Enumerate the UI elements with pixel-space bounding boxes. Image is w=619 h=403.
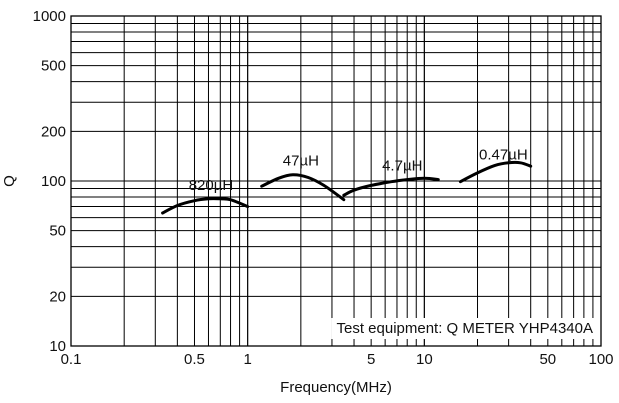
series-labels: 820µH 47µH 4.7µH 0.47µH [189,146,528,194]
x-tick-label: 0.1 [61,351,82,368]
x-tick-label: 50 [539,351,556,368]
series-curve [342,176,440,197]
series-label: 0.47µH [479,146,528,163]
test-equipment-note-background [331,318,598,339]
series-curve [161,197,250,215]
y-tick-labels: 10 20 50 100 200 500 1000 [33,8,66,355]
y-tick-label: 1000 [33,8,66,25]
y-axis-label: Q [1,175,18,187]
y-tick-label: 20 [49,288,66,305]
test-equipment-note: Test equipment: Q METER YHP4340A [336,320,593,337]
x-axis-label: Frequency(MHz) [280,379,392,396]
series-curve [260,173,346,202]
grid-lines [70,15,602,347]
series-curves [161,160,533,215]
y-tick-label: 500 [41,58,66,75]
x-tick-label: 10 [416,351,433,368]
x-tick-label: 1 [243,351,251,368]
x-tick-label: 0.5 [184,351,205,368]
series-label: 4.7µH [382,157,422,174]
y-tick-label: 200 [41,123,66,140]
series-label: 47µH [283,153,319,170]
x-tick-label: 5 [367,351,375,368]
series-curve [458,160,533,184]
plot-frame [70,15,602,347]
y-tick-label: 100 [41,173,66,190]
series-label: 820µH [189,177,234,194]
x-tick-labels: 0.1 0.5 1 5 10 50 100 [61,351,614,368]
y-tick-label: 50 [49,223,66,240]
y-tick-label: 10 [49,338,66,355]
x-tick-label: 100 [588,351,613,368]
